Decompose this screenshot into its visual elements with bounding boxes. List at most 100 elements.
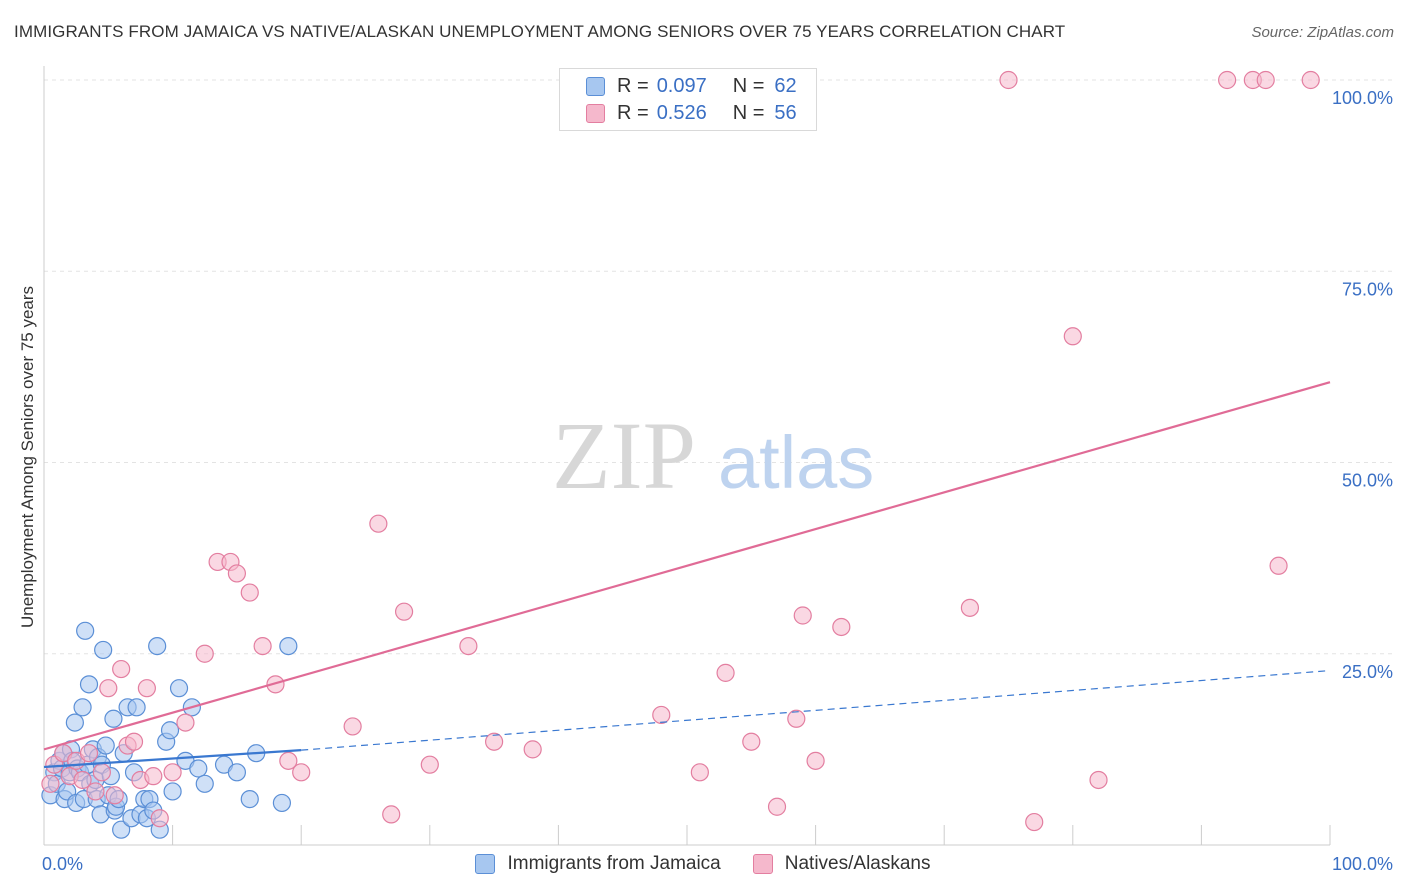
native-point — [960, 598, 980, 617]
jamaica-point — [195, 774, 214, 793]
native-point — [369, 514, 388, 533]
y-tick-label: 100.0% — [1332, 88, 1393, 108]
native-point — [279, 751, 298, 770]
native-point — [343, 717, 362, 736]
native-point — [99, 679, 118, 698]
jamaica-point — [189, 759, 208, 778]
native-point — [112, 659, 131, 679]
jamaica-point — [227, 763, 246, 782]
legend-n-label: N = — [732, 101, 765, 124]
legend-r-value-jamaica: 0.097 — [656, 74, 707, 97]
jamaica-point — [148, 636, 167, 656]
native-point — [523, 740, 542, 759]
jamaica-point — [127, 698, 146, 717]
native-point — [150, 809, 169, 828]
native-point — [240, 583, 259, 602]
tick-labels: 25.0% 50.0% 75.0% 100.0% 0.0% 100.0% — [42, 88, 1393, 874]
native-point — [144, 767, 163, 786]
native-point — [195, 644, 214, 663]
legend-swatch-natives — [586, 103, 605, 123]
legend-row-natives: R = 0.526 N = 56 — [586, 101, 797, 125]
series-legend-jamaica[interactable]: Immigrants from Jamaica — [475, 853, 721, 875]
native-point — [227, 564, 246, 583]
native-trend-line — [43, 381, 1331, 751]
y-tick-label: 75.0% — [1342, 279, 1393, 299]
series-legend: Immigrants from Jamaica Natives/Alaskans — [0, 852, 1406, 876]
native-point — [1256, 70, 1275, 90]
jamaica-point — [94, 640, 113, 660]
native-point — [767, 797, 787, 816]
series-swatch-jamaica — [475, 854, 496, 874]
native-point — [1301, 70, 1320, 90]
native-point — [420, 755, 439, 774]
native-point — [253, 636, 272, 656]
native-point — [73, 770, 92, 790]
native-point — [787, 709, 806, 728]
native-point — [652, 705, 671, 725]
legend-r-label: R = — [617, 74, 649, 97]
native-point — [742, 732, 761, 751]
jamaica-trend-extension — [301, 669, 1331, 751]
native-point — [793, 606, 812, 625]
jamaica-point — [79, 675, 99, 694]
native-point — [41, 774, 60, 793]
y-axis-title: Unemployment Among Seniors over 75 years — [18, 285, 37, 629]
jamaica-point — [279, 636, 298, 656]
legend-r-label: R = — [617, 101, 649, 124]
native-point — [1089, 770, 1108, 790]
native-point — [485, 732, 504, 751]
jamaica-point — [169, 679, 189, 698]
native-point — [79, 744, 99, 763]
native-point — [999, 70, 1018, 90]
native-point — [690, 763, 709, 782]
gridlines — [44, 79, 1392, 655]
jamaica-point — [65, 713, 84, 732]
native-point — [832, 617, 851, 637]
series-legend-natives[interactable]: Natives/Alaskans — [752, 853, 931, 875]
watermark-zip: ZIP — [552, 402, 696, 509]
native-point — [716, 663, 735, 682]
chart-title: IMMIGRANTS FROM JAMAICA VS NATIVE/ALASKA… — [14, 22, 1066, 41]
jamaica-point — [112, 820, 131, 839]
correlation-legend: R = 0.097 N = 62 R = 0.526 N = 56 — [559, 68, 817, 131]
native-point — [1218, 70, 1237, 90]
jamaica-point — [160, 721, 180, 740]
jamaica-point — [76, 621, 95, 640]
jamaica-point — [272, 793, 292, 813]
legend-n-value-jamaica: 62 — [774, 74, 797, 97]
jamaica-point — [96, 736, 115, 755]
native-point — [105, 786, 124, 805]
native-point — [1269, 556, 1288, 575]
legend-r-value-natives: 0.526 — [656, 101, 707, 124]
native-point — [137, 679, 156, 698]
native-point — [124, 732, 144, 751]
native-point — [806, 751, 825, 770]
native-point — [92, 763, 111, 782]
native-point — [394, 602, 414, 621]
legend-n-value-natives: 56 — [774, 101, 797, 124]
legend-row-jamaica: R = 0.097 N = 62 — [586, 74, 797, 98]
series-swatch-natives — [752, 854, 773, 874]
native-point — [176, 713, 195, 732]
native-point — [86, 782, 105, 801]
x-tick-label-min: 0.0% — [42, 854, 83, 874]
x-tick-label-max: 100.0% — [1332, 854, 1393, 874]
native-point — [382, 805, 401, 824]
trend-lines — [43, 381, 1331, 769]
y-tick-label: 25.0% — [1342, 662, 1393, 682]
watermark-atlas: atlas — [718, 421, 874, 504]
native-point — [163, 763, 182, 782]
native-point — [459, 636, 478, 656]
jamaica-point — [73, 698, 92, 717]
jamaica-trend-line — [43, 749, 302, 769]
series-label-jamaica: Immigrants from Jamaica — [507, 853, 721, 874]
y-tick-label: 50.0% — [1342, 471, 1393, 491]
native-point — [1025, 812, 1044, 832]
legend-n-label: N = — [732, 74, 765, 97]
jamaica-point — [104, 709, 123, 728]
native-point — [1063, 327, 1082, 346]
jamaica-point — [240, 789, 259, 809]
legend-swatch-jamaica — [586, 76, 605, 96]
source-label: Source: ZipAtlas.com — [1251, 24, 1394, 41]
